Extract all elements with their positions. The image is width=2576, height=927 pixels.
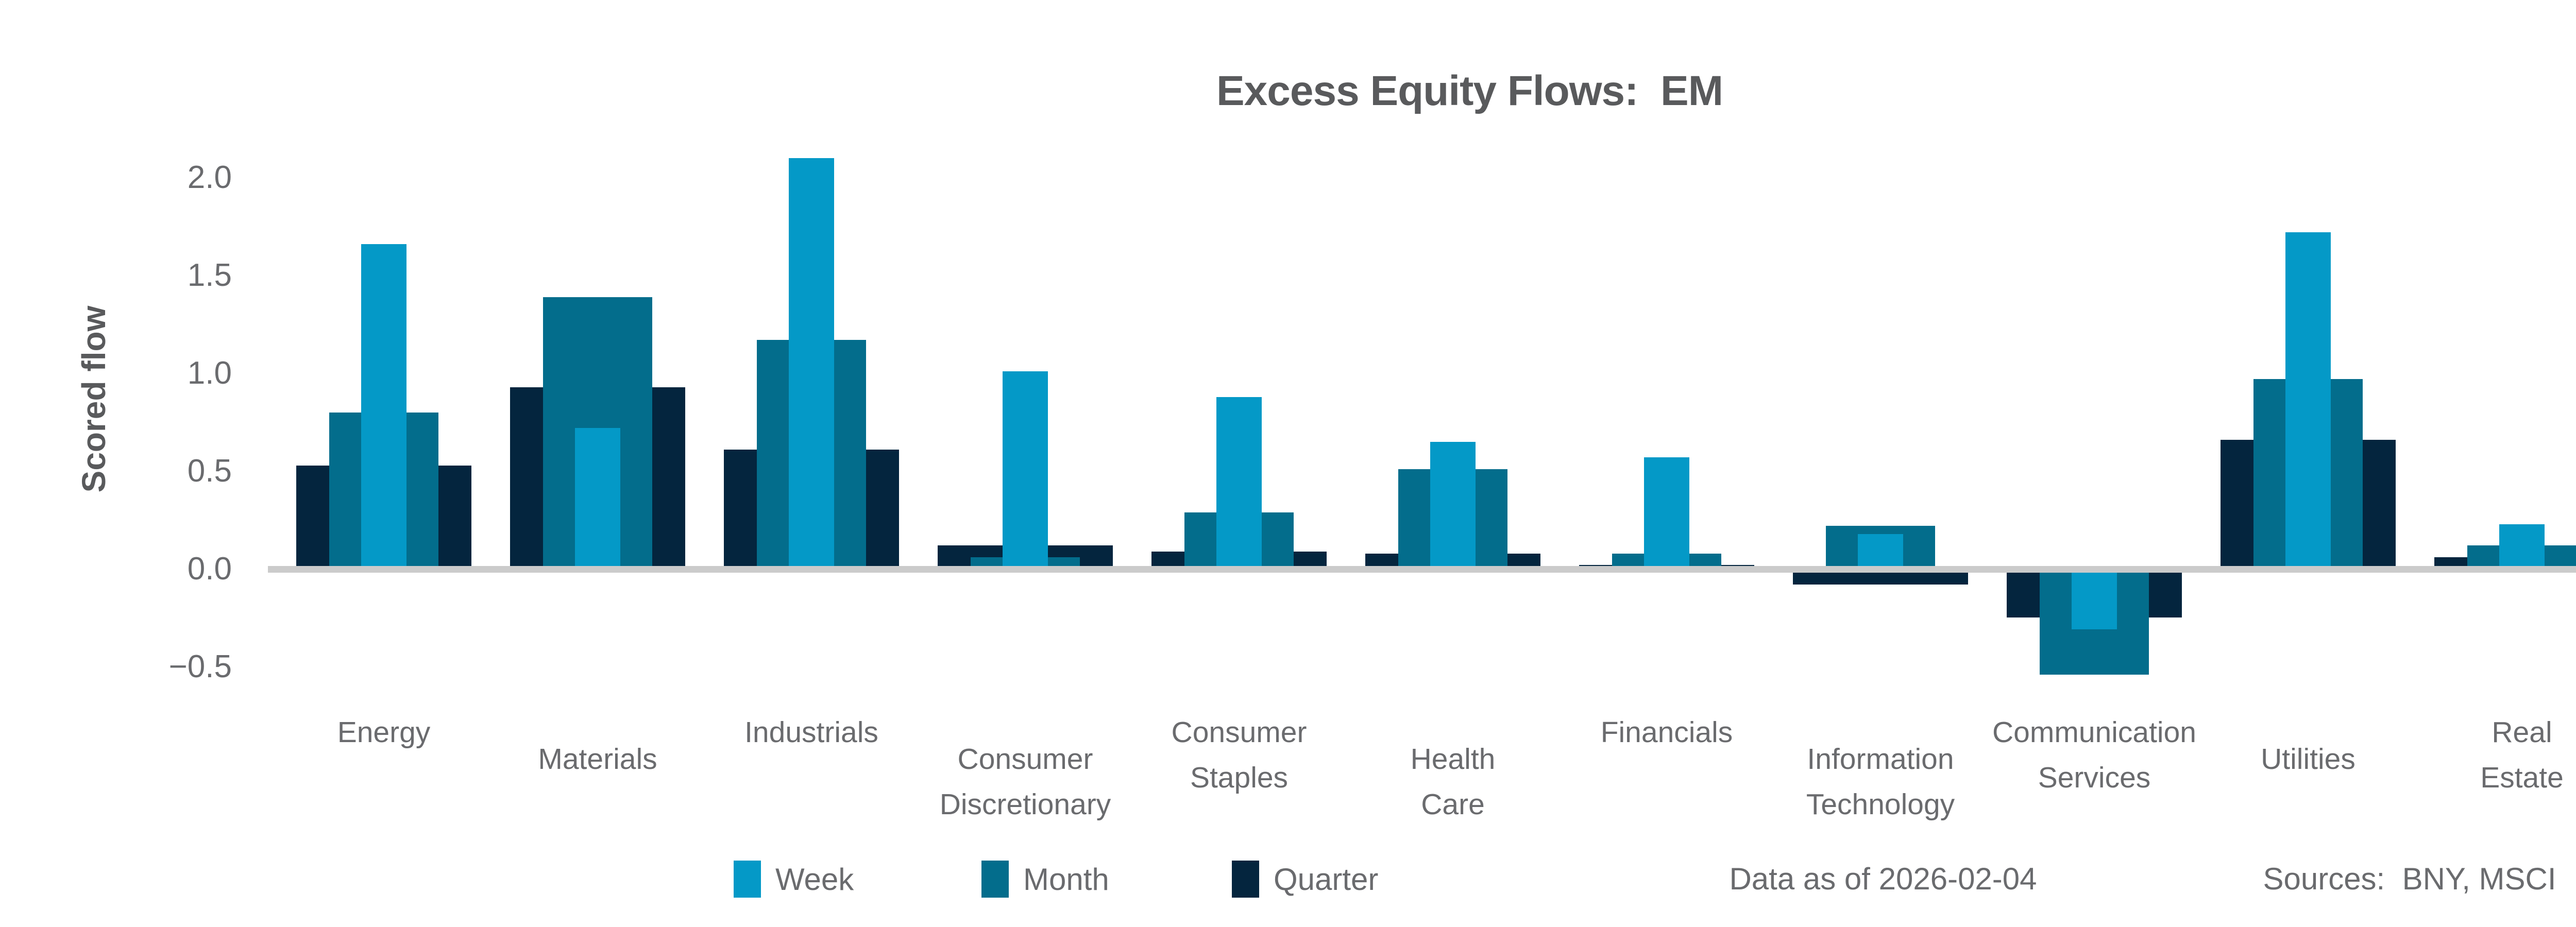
bar-week-real-estate [2499, 524, 2545, 569]
x-axis-label-information-technology: Information Technology [1806, 743, 1955, 821]
bar-week-health-care [1430, 442, 1476, 569]
bar-week-consumer-discretionary [1003, 371, 1048, 569]
y-tick-label: 0.5 [187, 453, 232, 489]
y-tick-label: 0.0 [187, 551, 232, 587]
bar-week-information-technology [1858, 534, 1903, 569]
y-tick-label: 2.0 [187, 160, 232, 195]
bar-week-consumer-staples [1216, 397, 1262, 569]
x-axis-label-financials: Financials [1600, 716, 1733, 749]
x-axis-label-utilities: Utilities [2261, 743, 2355, 776]
data-as-of-note: Data as of 2026-02-04 [1729, 862, 2037, 896]
bar-week-communication-services [2072, 573, 2117, 630]
legend-label-week: Week [775, 862, 854, 897]
legend-item-week: Week [734, 859, 854, 899]
legend-label-month: Month [1023, 862, 1109, 897]
bar-week-materials [575, 428, 620, 569]
x-axis-label-real-estate: Real Estate [2480, 716, 2564, 794]
x-axis-label-consumer-staples: Consumer Staples [1171, 716, 1307, 794]
legend-item-month: Month [981, 859, 1109, 899]
x-axis-label-communication-services: Communication Services [1992, 716, 2196, 794]
sources-note: Sources: BNY, MSCI [2263, 862, 2556, 896]
bar-week-utilities [2285, 232, 2331, 569]
bar-week-industrials [789, 158, 834, 569]
x-axis-line [268, 566, 2576, 573]
y-tick-label: 1.0 [187, 355, 232, 391]
legend-swatch-month-icon [981, 861, 1009, 898]
chart-title: Excess Equity Flows: EM [1216, 67, 1723, 114]
legend-swatch-quarter-icon [1232, 861, 1259, 898]
x-axis-label-energy: Energy [337, 716, 431, 749]
bar-week-financials [1644, 457, 1689, 569]
y-tick-label: −0.5 [168, 649, 232, 684]
y-tick-label: 1.5 [187, 258, 232, 293]
x-axis-label-materials: Materials [538, 743, 657, 776]
x-axis-label-health-care: Health Care [1410, 743, 1496, 821]
x-axis-label-industrials: Industrials [744, 716, 878, 749]
bar-quarter-information-technology [1793, 573, 1968, 585]
legend-item-quarter: Quarter [1232, 859, 1378, 899]
x-axis-label-consumer-discretionary: Consumer Discretionary [939, 743, 1111, 821]
bar-week-energy [361, 244, 406, 569]
legend-swatch-week-icon [734, 861, 761, 898]
legend-label-quarter: Quarter [1274, 862, 1379, 897]
